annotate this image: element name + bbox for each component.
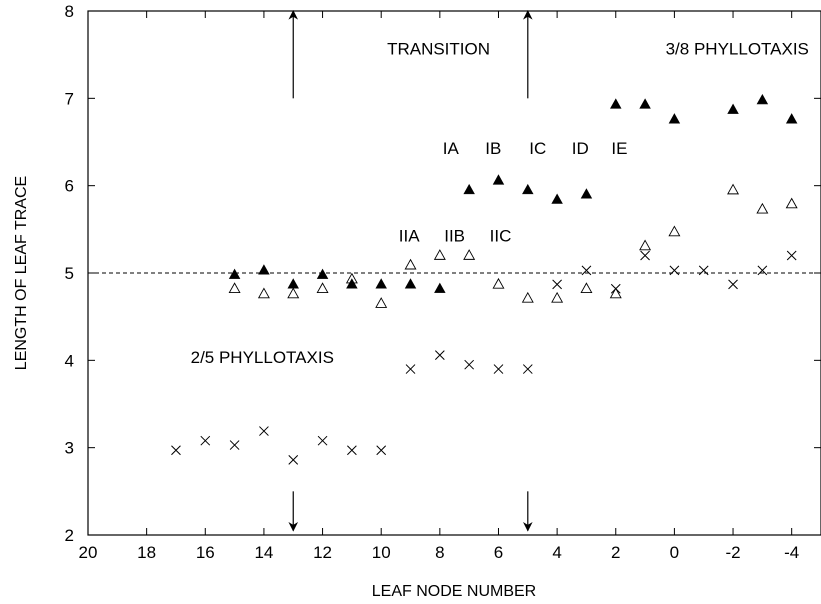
filled-triangle-point (551, 193, 563, 204)
open-triangle-point (668, 225, 681, 237)
cross-point (669, 265, 680, 276)
cross-point (581, 265, 592, 276)
open-triangle-point (257, 287, 270, 299)
cross-point (200, 435, 211, 446)
x-tick-label: -4 (784, 543, 799, 562)
y-tick-label: 3 (65, 439, 74, 458)
cross-point (434, 350, 445, 360)
y-tick-label: 2 (65, 526, 74, 545)
cross-point (610, 283, 621, 294)
x-tick-label: 8 (435, 543, 444, 562)
cross-point (229, 440, 240, 450)
open-triangle-point (580, 282, 593, 294)
x-tick-label: 4 (552, 543, 561, 562)
open-triangle-point (345, 272, 358, 284)
open-triangle-point (433, 249, 446, 260)
y-tick-label: 4 (65, 351, 74, 370)
annotation-label: 2/5 PHYLLOTAXIS (191, 348, 334, 367)
cross-point (259, 426, 269, 436)
annotation-label: IIB (444, 227, 465, 246)
cross-point (552, 279, 562, 290)
cross-point (288, 455, 299, 465)
annotation-label: IE (611, 139, 627, 158)
filled-triangle-point (463, 183, 475, 195)
filled-triangle-point (727, 103, 739, 114)
cross-point (698, 265, 709, 276)
annotation-label: IIC (490, 227, 512, 246)
y-tick-label: 8 (65, 2, 74, 21)
cross-point (464, 359, 475, 370)
open-triangle-point (639, 239, 652, 251)
annotation-label: IB (485, 139, 501, 158)
filled-triangle-point (228, 268, 241, 279)
y-tick-label: 6 (65, 177, 74, 196)
arrows-layer (288, 10, 533, 532)
cross-point (640, 250, 650, 261)
x-tick-label: 10 (372, 543, 391, 562)
filled-triangle-point (434, 282, 446, 293)
cross-point (522, 364, 533, 374)
open-triangle-point (492, 277, 505, 289)
filled-triangle-point (492, 174, 505, 185)
cross-point (493, 364, 504, 374)
open-triangle-point (463, 249, 476, 260)
filled-triangle-point (756, 93, 769, 105)
x-tick-label: 12 (313, 543, 332, 562)
annotations-layer: TRANSITION 3/8 PHYLLOTAXIS 2/5 PHYLLOTAXIS… (191, 40, 809, 367)
cross-point (757, 265, 768, 276)
annotation-label: IIA (399, 227, 420, 246)
open-triangle-point (727, 183, 740, 195)
x-tick-label: 0 (670, 543, 679, 562)
cross-point (347, 445, 357, 456)
x-tick-label: -2 (725, 543, 740, 562)
y-axis-title: LENGTH OF LEAF TRACE (13, 176, 30, 370)
x-axis-title: LEAF NODE NUMBER (372, 583, 536, 600)
open-triangle-point (609, 287, 622, 299)
cross-point (728, 279, 738, 290)
open-triangle-point (521, 291, 534, 303)
filled-triangle-point (785, 113, 798, 124)
open-triangle-point (287, 287, 300, 299)
x-tick-label: 18 (137, 543, 156, 562)
cross-point (171, 445, 181, 456)
open-triangle-point (375, 297, 388, 308)
annotation-label: TRANSITION (387, 40, 490, 59)
y-tick-label: 7 (65, 89, 74, 108)
y-tick-label: 5 (65, 264, 74, 283)
x-tick-label: 20 (79, 543, 98, 562)
filled-triangle-point (668, 113, 681, 124)
filled-triangle-point (375, 278, 387, 289)
x-tick-label: 16 (196, 543, 215, 562)
filled-triangle-point (316, 268, 329, 279)
cross-point (786, 250, 797, 261)
points-layer (171, 93, 798, 465)
filled-triangle-point (580, 188, 593, 199)
annotation-label: IC (529, 139, 546, 158)
annotation-label: ID (572, 139, 589, 158)
cross-point (317, 435, 328, 446)
filled-triangle-point (287, 278, 299, 289)
open-triangle-point (404, 258, 417, 270)
filled-triangle-point (404, 278, 417, 289)
open-triangle-point (551, 291, 564, 303)
filled-triangle-point (522, 183, 534, 195)
cross-point (376, 445, 387, 456)
x-tick-label: 2 (611, 543, 620, 562)
annotation-label: IA (443, 139, 460, 158)
open-triangle-point (316, 282, 329, 294)
filled-triangle-point (346, 278, 358, 289)
x-tick-label: 6 (494, 543, 503, 562)
cross-point (405, 364, 416, 374)
x-tick-label: 14 (254, 543, 273, 562)
annotation-label: 3/8 PHYLLOTAXIS (666, 40, 809, 59)
open-triangle-point (228, 282, 241, 294)
filled-triangle-point (639, 98, 651, 109)
open-triangle-point (756, 202, 769, 214)
filled-triangle-point (258, 264, 270, 275)
filled-triangle-point (610, 98, 622, 109)
open-triangle-point (785, 197, 798, 209)
